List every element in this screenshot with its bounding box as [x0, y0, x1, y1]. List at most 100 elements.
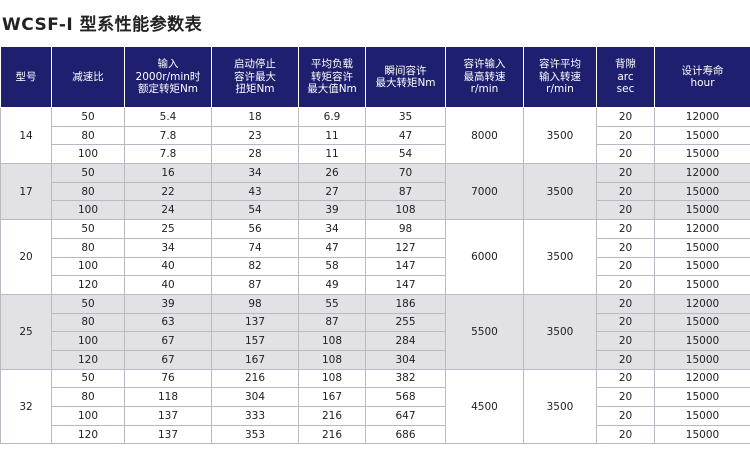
column-header-line: 瞬间容许	[384, 64, 427, 77]
momentary-torque-cell: 147	[365, 256, 446, 277]
ratio-cell: 100	[51, 256, 125, 277]
avg-load-torque-cell: 47	[298, 237, 366, 258]
avg-load-torque-cell: 26	[298, 163, 366, 183]
design-life-cell: 15000	[654, 387, 750, 407]
ratio-cell: 80	[51, 387, 125, 407]
max-input-speed-cell: 4500	[445, 368, 524, 445]
avg-load-torque-cell: 108	[298, 368, 366, 389]
startstop-torque-cell: 23	[211, 125, 299, 146]
ratio-cell: 120	[51, 424, 125, 445]
rated-torque-cell: 137	[124, 424, 212, 445]
table-row: 120 137 353 216 686 20 15000	[1, 424, 750, 445]
avg-load-torque-cell: 216	[298, 424, 366, 445]
backlash-cell: 20	[596, 293, 655, 314]
momentary-torque-cell: 98	[365, 219, 446, 239]
startstop-torque-cell: 304	[211, 387, 299, 407]
max-input-speed-cell: 7000	[445, 163, 524, 221]
design-life-cell: 15000	[654, 237, 750, 258]
rated-torque-cell: 5.4	[124, 107, 212, 127]
column-header-line: 输入转速	[539, 70, 581, 83]
momentary-torque-cell: 255	[365, 312, 446, 333]
column-header-line: 最大值Nm	[307, 83, 357, 96]
design-life-cell: 15000	[654, 181, 750, 202]
ratio-cell: 50	[51, 163, 125, 183]
column-header: 减速比	[51, 46, 125, 108]
rated-torque-cell: 39	[124, 293, 212, 314]
backlash-cell: 20	[596, 387, 655, 407]
column-header-line: 启动停止	[234, 58, 276, 71]
avg-input-speed-cell: 3500	[523, 163, 597, 221]
avg-load-torque-cell: 6.9	[298, 107, 366, 127]
design-life-cell: 15000	[654, 312, 750, 333]
startstop-torque-cell: 34	[211, 163, 299, 183]
rated-torque-cell: 7.8	[124, 144, 212, 165]
avg-load-torque-cell: 58	[298, 256, 366, 277]
momentary-torque-cell: 35	[365, 107, 446, 127]
backlash-cell: 20	[596, 331, 655, 351]
avg-input-speed-cell: 3500	[523, 219, 597, 295]
momentary-torque-cell: 284	[365, 331, 446, 351]
avg-load-torque-cell: 11	[298, 125, 366, 146]
page-title: WCSF-I 型系性能参数表	[2, 15, 203, 35]
ratio-cell: 120	[51, 275, 125, 295]
momentary-torque-cell: 127	[365, 237, 446, 258]
startstop-torque-cell: 137	[211, 312, 299, 333]
table-row: 80 63 137 87 255 20 15000	[1, 312, 750, 333]
startstop-torque-cell: 82	[211, 256, 299, 277]
column-header-line: 平均负载	[311, 58, 353, 71]
column-header-line: 型号	[15, 70, 37, 83]
column-header-line: sec	[616, 83, 635, 96]
column-header-line: 容许输入	[463, 58, 506, 71]
column-header-line: 容许平均	[539, 58, 581, 71]
column-header-line: 额定转矩Nm	[137, 83, 199, 96]
ratio-cell: 80	[51, 181, 125, 202]
table-row: 25 50 39 98 55 186 5500 3500 20 12000	[0, 293, 750, 370]
column-header: 容许输入 最高转速 r/min	[445, 46, 524, 108]
table-row: 20 50 25 56 34 98 6000 3500 20 12000	[0, 219, 750, 295]
avg-load-torque-cell: 11	[298, 144, 366, 165]
design-life-cell: 15000	[654, 125, 750, 146]
momentary-torque-cell: 186	[365, 293, 446, 314]
ratio-cell: 100	[51, 200, 125, 221]
avg-load-torque-cell: 108	[298, 349, 366, 370]
rated-torque-cell: 76	[124, 368, 212, 389]
momentary-torque-cell: 686	[365, 424, 446, 445]
table-row: 100 40 82 58 147 20 15000	[1, 256, 750, 277]
column-header-line: 减速比	[72, 70, 104, 83]
backlash-cell: 20	[596, 125, 655, 146]
backlash-cell: 20	[596, 275, 655, 295]
momentary-torque-cell: 70	[365, 163, 446, 183]
design-life-cell: 12000	[654, 293, 750, 314]
column-header-line: r/min	[546, 83, 574, 96]
column-header-line: 扭矩Nm	[235, 83, 275, 96]
avg-load-torque-cell: 39	[298, 200, 366, 221]
column-header: 启动停止 容许最大 扭矩Nm	[211, 46, 299, 108]
design-life-cell: 12000	[654, 368, 750, 389]
column-header: 平均负载 转矩容许 最大值Nm	[298, 46, 366, 108]
rated-torque-cell: 22	[124, 181, 212, 202]
column-header-line: 容许最大	[234, 70, 276, 83]
startstop-torque-cell: 28	[211, 144, 299, 165]
avg-input-speed-cell: 3500	[523, 293, 597, 370]
momentary-torque-cell: 47	[365, 125, 446, 146]
design-life-cell: 15000	[654, 256, 750, 277]
table-row: 100 137 333 216 647 20 15000	[1, 406, 750, 426]
design-life-cell: 12000	[654, 107, 750, 127]
rated-torque-cell: 7.8	[124, 125, 212, 146]
ratio-cell: 120	[51, 349, 125, 370]
column-header: 设计寿命 hour	[654, 46, 750, 108]
rated-torque-cell: 25	[124, 219, 212, 239]
momentary-torque-cell: 304	[365, 349, 446, 370]
column-header: 背隙 arc sec	[596, 46, 655, 108]
backlash-cell: 20	[596, 424, 655, 445]
ratio-cell: 50	[51, 219, 125, 239]
backlash-cell: 20	[596, 219, 655, 239]
design-life-cell: 15000	[654, 406, 750, 426]
ratio-cell: 50	[51, 368, 125, 389]
column-header: 型号	[0, 46, 52, 108]
column-header-line: r/min	[470, 83, 499, 96]
performance-table: 型号 减速比 输入 2000r/min时 额定转矩Nm 启动停止 容许最大 扭矩Nm 平均负载转…	[0, 46, 750, 445]
avg-load-torque-cell: 49	[298, 275, 366, 295]
design-life-cell: 15000	[654, 144, 750, 165]
table-row: 80 118 304 167 568 20 15000	[1, 387, 750, 407]
